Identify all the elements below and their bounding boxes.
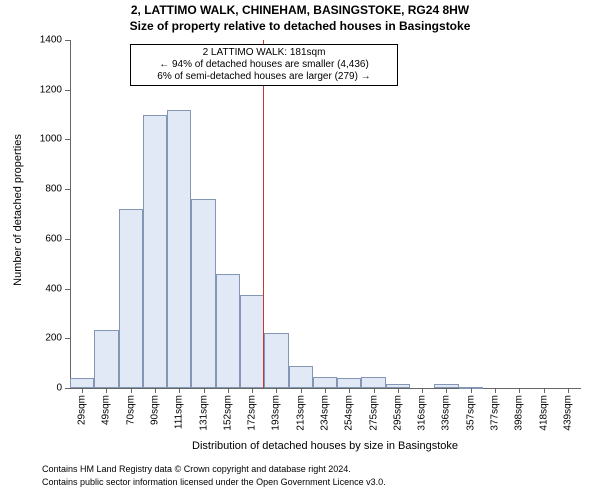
histogram-bar [94, 330, 118, 388]
y-tick-mark [65, 388, 70, 389]
histogram-bar [337, 378, 361, 388]
y-axis-title: Number of detached properties [12, 60, 24, 360]
x-tick-label: 418sqm [538, 395, 549, 431]
y-tick-mark [65, 90, 70, 91]
x-tick-label: 316sqm [417, 395, 428, 431]
histogram-bar [167, 110, 191, 388]
reference-line [263, 40, 264, 388]
histogram-bar [361, 377, 385, 388]
y-tick-mark [65, 189, 70, 190]
x-tick-label: 213sqm [295, 395, 306, 431]
histogram-bar [264, 333, 288, 388]
x-tick-label: 295sqm [392, 395, 403, 431]
histogram-bar [191, 199, 215, 388]
footer-line-2: Contains public sector information licen… [42, 477, 386, 487]
x-tick-mark [82, 388, 83, 393]
histogram-bar [119, 209, 143, 388]
y-tick-label: 1200 [0, 84, 62, 95]
histogram-bar [216, 274, 240, 388]
x-tick-mark [301, 388, 302, 393]
annotation-line: ← 94% of detached houses are smaller (4,… [135, 59, 393, 71]
x-tick-label: 193sqm [271, 395, 282, 431]
x-tick-label: 90sqm [150, 395, 161, 425]
y-tick-mark [65, 239, 70, 240]
histogram-bar [143, 115, 167, 388]
chart-title-2: Size of property relative to detached ho… [0, 19, 600, 33]
x-tick-label: 357sqm [465, 395, 476, 431]
y-tick-mark [65, 338, 70, 339]
x-tick-mark [519, 388, 520, 393]
x-tick-label: 49sqm [101, 395, 112, 425]
annotation-box: 2 LATTIMO WALK: 181sqm← 94% of detached … [130, 44, 398, 86]
x-tick-mark [276, 388, 277, 393]
x-tick-mark [471, 388, 472, 393]
histogram-bar [70, 378, 94, 388]
x-tick-label: 152sqm [222, 395, 233, 431]
x-tick-label: 111sqm [174, 395, 185, 429]
x-tick-mark [544, 388, 545, 393]
footer-line-1: Contains HM Land Registry data © Crown c… [42, 464, 351, 474]
x-tick-label: 254sqm [344, 395, 355, 431]
x-tick-label: 275sqm [368, 395, 379, 431]
annotation-line: 6% of semi-detached houses are larger (2… [135, 71, 393, 83]
x-tick-label: 439sqm [562, 395, 573, 431]
x-tick-mark [568, 388, 569, 393]
x-tick-mark [204, 388, 205, 393]
x-tick-mark [398, 388, 399, 393]
y-tick-mark [65, 139, 70, 140]
x-tick-label: 29sqm [77, 395, 88, 425]
histogram-bar [313, 377, 337, 388]
x-tick-mark [252, 388, 253, 393]
y-tick-label: 400 [0, 283, 62, 294]
y-tick-label: 200 [0, 333, 62, 344]
x-tick-label: 172sqm [247, 395, 258, 431]
y-tick-label: 600 [0, 233, 62, 244]
y-tick-label: 0 [0, 383, 62, 394]
chart-title-1: 2, LATTIMO WALK, CHINEHAM, BASINGSTOKE, … [0, 3, 600, 17]
x-tick-mark [495, 388, 496, 393]
annotation-line: 2 LATTIMO WALK: 181sqm [135, 47, 393, 59]
x-tick-mark [228, 388, 229, 393]
y-tick-label: 1400 [0, 35, 62, 46]
x-tick-mark [106, 388, 107, 393]
y-tick-mark [65, 289, 70, 290]
x-tick-mark [422, 388, 423, 393]
chart-container: 2, LATTIMO WALK, CHINEHAM, BASINGSTOKE, … [0, 0, 600, 500]
x-tick-mark [325, 388, 326, 393]
x-tick-mark [446, 388, 447, 393]
x-tick-mark [131, 388, 132, 393]
x-tick-label: 377sqm [490, 395, 501, 431]
x-tick-label: 70sqm [125, 395, 136, 425]
x-tick-mark [374, 388, 375, 393]
y-tick-label: 800 [0, 184, 62, 195]
x-axis-title: Distribution of detached houses by size … [70, 440, 580, 452]
x-tick-label: 336sqm [441, 395, 452, 431]
y-tick-label: 1000 [0, 134, 62, 145]
x-tick-mark [155, 388, 156, 393]
x-tick-mark [349, 388, 350, 393]
x-tick-label: 131sqm [198, 395, 209, 431]
histogram-bar [289, 366, 313, 388]
x-tick-mark [179, 388, 180, 393]
x-tick-label: 398sqm [514, 395, 525, 431]
y-tick-mark [65, 40, 70, 41]
x-tick-label: 234sqm [320, 395, 331, 431]
histogram-bar [240, 295, 264, 388]
